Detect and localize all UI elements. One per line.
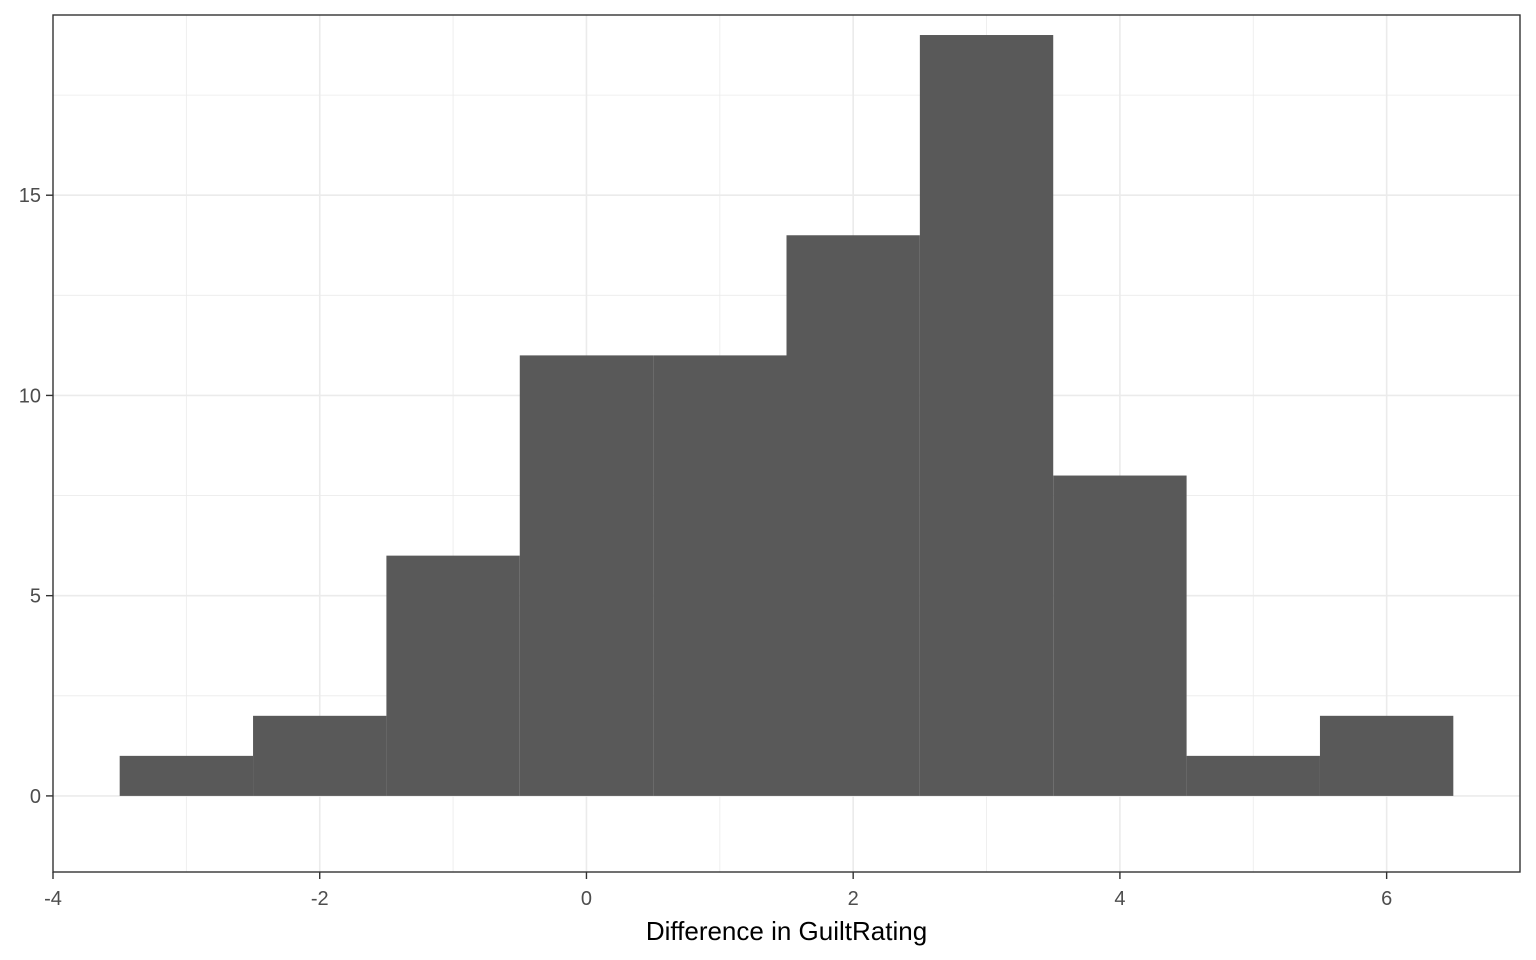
x-tick-label: 6: [1381, 888, 1392, 910]
x-axis-title: Difference in GuiltRating: [646, 916, 927, 946]
x-tick-label: 0: [581, 888, 592, 910]
x-tick-label: -4: [44, 888, 62, 910]
histogram-bar: [253, 715, 387, 796]
histogram-bar: [119, 755, 254, 796]
panel-border: [52, 14, 1521, 873]
y-tick-label: 15: [19, 185, 41, 207]
histogram-bar: [519, 355, 654, 796]
histogram-bar: [786, 235, 920, 796]
histogram-bar: [653, 355, 787, 796]
y-tick-label: 5: [30, 586, 41, 608]
histogram-bars: [119, 35, 1454, 796]
x-tick-label: -2: [311, 888, 329, 910]
x-tick-label: 4: [1114, 888, 1125, 910]
histogram-bar: [1053, 475, 1187, 796]
histogram-bar: [386, 555, 520, 796]
y-tick-label: 10: [19, 385, 41, 407]
y-axis-ticks: 0 5 10 15: [19, 185, 53, 808]
histogram-bar: [1319, 715, 1454, 796]
y-tick-label: 0: [30, 786, 41, 808]
histogram-bar: [1186, 755, 1320, 796]
histogram-bar: [919, 35, 1054, 796]
x-tick-label: 2: [848, 888, 859, 910]
x-axis-ticks: -4 -2 0 2 4 6: [44, 872, 1392, 910]
